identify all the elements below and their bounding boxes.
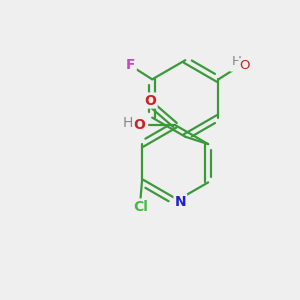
Text: O: O (133, 118, 145, 132)
Text: HO: HO (230, 58, 251, 70)
Text: F: F (126, 58, 136, 72)
Text: H: H (232, 55, 242, 68)
Text: H: H (123, 116, 133, 130)
Text: O: O (145, 94, 157, 107)
Text: Cl: Cl (133, 200, 148, 214)
Text: N: N (175, 194, 186, 208)
Text: O: O (239, 59, 250, 72)
